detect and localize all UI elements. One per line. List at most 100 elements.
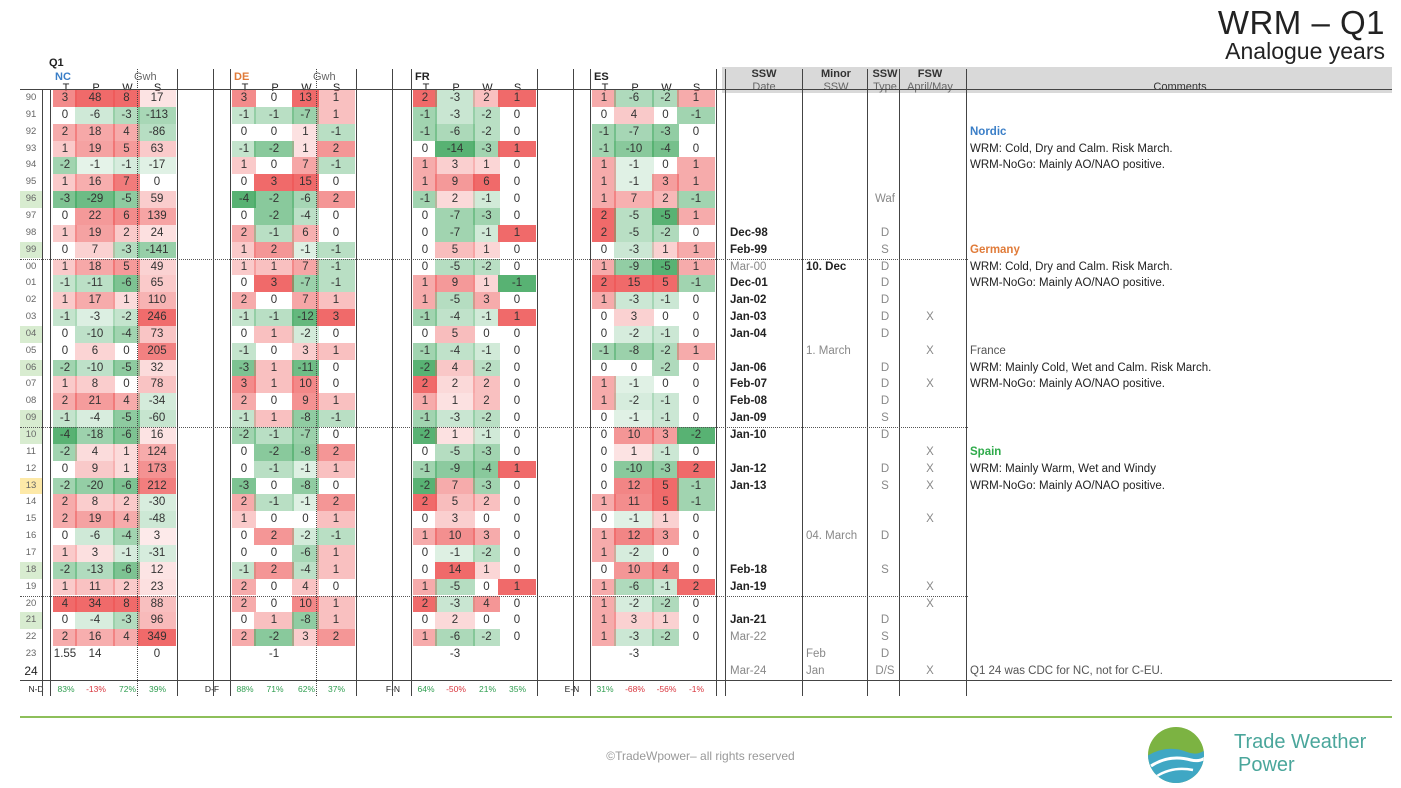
ssw-cell-2: D <box>880 648 890 661</box>
ssw-cell-0 <box>730 191 802 208</box>
data-cell: 1 <box>317 393 355 411</box>
data-cell: -3 <box>53 191 77 208</box>
ssw-cell-1 <box>806 629 870 646</box>
country-3-col-1: P <box>631 82 639 94</box>
ssw-cell-1 <box>806 174 870 191</box>
data-cell: 6 <box>292 224 319 242</box>
ssw-cell-2: D <box>880 294 890 307</box>
data-cell: -2 <box>292 528 319 545</box>
data-cell: 1 <box>317 342 355 360</box>
data-cell: 0 <box>270 546 278 559</box>
country-1-unit: Gwh <box>313 71 336 83</box>
data-cell: 3 <box>473 292 500 310</box>
data-cell: -5 <box>435 258 475 276</box>
data-cell: 5 <box>435 494 475 512</box>
data-cell: 1 <box>592 376 616 394</box>
data-cell: 15 <box>614 275 654 293</box>
data-cell: -5 <box>435 292 475 310</box>
data-cell: 1 <box>473 275 500 293</box>
data-cell: -2 <box>254 443 294 461</box>
data-cell: -1 <box>232 342 256 360</box>
data-cell: 10 <box>614 427 654 444</box>
data-cell: 0 <box>332 580 340 593</box>
data-cell: -1 <box>652 393 679 411</box>
data-cell: 11 <box>614 494 654 512</box>
data-cell <box>652 646 679 663</box>
ssw-cell-1 <box>806 579 870 596</box>
data-cell: -3 <box>652 123 679 141</box>
data-cell: 2 <box>592 207 616 225</box>
footer-label: N-D <box>28 683 44 694</box>
ssw-cell-2: D <box>880 311 890 324</box>
data-cell: 0 <box>123 344 130 357</box>
data-cell: -2 <box>473 410 500 427</box>
data-cell: 0 <box>600 563 608 576</box>
data-cell: 0 <box>513 597 521 610</box>
footer-stat: 83% <box>57 683 75 694</box>
ssw-cell-0: Feb-18 <box>730 563 768 576</box>
data-cell: -2 <box>677 427 715 444</box>
ssw-cell-0 <box>730 596 802 613</box>
ssw-cell-2 <box>869 124 901 141</box>
data-cell: 1 <box>592 528 616 545</box>
ssw-cell-2 <box>869 511 901 528</box>
footer-stat: 88% <box>236 683 254 694</box>
year-label: 16 <box>25 530 37 542</box>
data-cell: 1 <box>317 460 355 478</box>
data-cell <box>292 663 319 680</box>
data-cell: -6 <box>113 477 140 495</box>
data-cell: -4 <box>292 561 319 579</box>
data-cell: 9 <box>435 174 475 192</box>
data-cell: -5 <box>652 207 679 225</box>
data-cell: 0 <box>332 327 340 340</box>
data-cell: -1 <box>473 224 500 242</box>
ssw-cell-0 <box>730 494 802 511</box>
data-cell: -17 <box>138 157 176 175</box>
ssw-cell-1: Jan <box>806 664 825 677</box>
data-cell: 2 <box>413 595 437 613</box>
data-cell: 0 <box>600 108 608 121</box>
data-cell: -1 <box>413 342 437 360</box>
ssw-cell-1 <box>806 242 870 259</box>
data-cell: -2 <box>473 258 500 276</box>
data-cell: 2 <box>473 494 500 512</box>
column-divider <box>356 69 357 696</box>
data-cell: 14 <box>435 561 475 579</box>
data-cell: 0 <box>61 243 69 256</box>
data-cell: 3 <box>435 511 475 529</box>
data-cell: 17 <box>138 90 176 107</box>
data-cell: -1 <box>435 544 475 562</box>
data-cell: -1 <box>232 309 256 326</box>
data-cell: 1 <box>677 258 715 276</box>
data-cell: -2 <box>113 309 140 326</box>
data-cell: 7 <box>614 191 654 208</box>
ssw-cell-0: Jan-04 <box>730 327 767 340</box>
ssw-cell-3 <box>901 107 959 124</box>
ssw-header-0: SSW <box>751 68 777 80</box>
data-cell: -2 <box>652 629 679 647</box>
data-cell: 17 <box>75 292 115 310</box>
ssw-subheader-3: April/May <box>907 81 953 93</box>
comment-line: WRM: Mainly Cold, Wet and Calm. Risk Mar… <box>970 361 1212 374</box>
data-cell: -5 <box>614 224 654 242</box>
data-cell: -1 <box>254 494 294 512</box>
comment-line: Germany <box>970 243 1020 256</box>
data-cell: 0 <box>600 445 608 458</box>
data-cell: 1 <box>317 544 355 562</box>
ssw-cell-0 <box>730 528 802 545</box>
footer-stat: 71% <box>266 683 284 694</box>
data-cell: 0 <box>332 176 340 189</box>
data-cell: 2 <box>113 494 140 512</box>
data-cell: 0 <box>692 142 700 155</box>
year-label: 19 <box>25 580 37 592</box>
column-divider <box>716 69 717 696</box>
data-cell: 0 <box>513 496 521 509</box>
ssw-cell-0: Mar-22 <box>730 631 767 644</box>
ssw-cell-0: Dec-98 <box>730 226 768 239</box>
data-cell: -2 <box>413 427 437 444</box>
data-cell: 2 <box>113 224 140 242</box>
ssw-cell-2 <box>869 579 901 596</box>
data-cell: 1 <box>53 224 77 242</box>
ssw-cell-1 <box>806 562 870 579</box>
data-cell: -3 <box>113 612 140 630</box>
